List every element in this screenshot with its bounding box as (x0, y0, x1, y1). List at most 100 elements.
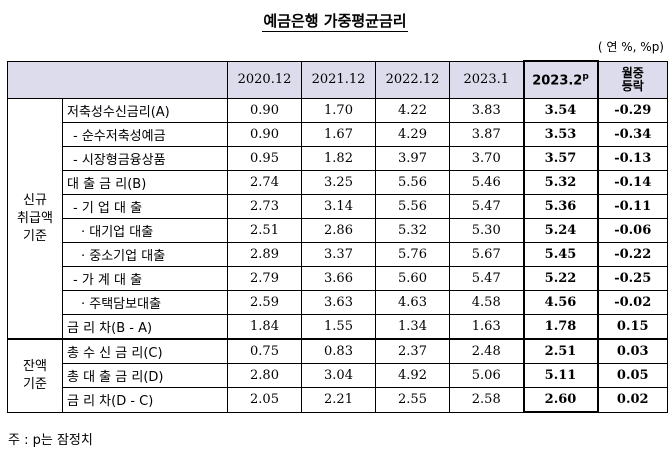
row-label: 저축성수신금리(A) (62, 98, 228, 123)
change-cell: -0.34 (597, 122, 668, 147)
current-value-cell: 2.51 (522, 338, 599, 364)
interest-rate-table: 2020.12 2021.12 2022.12 2023.1 2023.2p 월… (7, 60, 668, 413)
current-value-cell: 5.32 (522, 170, 599, 195)
value-cell: 1.55 (301, 314, 376, 340)
value-cell: 2.58 (449, 387, 524, 413)
col-header: 2022.12 (375, 60, 450, 99)
current-value-cell: 5.45 (522, 242, 599, 267)
value-cell: 3.37 (301, 242, 376, 267)
value-cell: 2.37 (375, 338, 450, 364)
col-header: 2021.12 (301, 60, 376, 99)
value-cell: 5.60 (375, 266, 450, 291)
current-value-cell: 5.22 (522, 266, 599, 291)
footnote: 주 : p는 잠정치 (8, 433, 93, 448)
value-cell: 4.22 (375, 98, 450, 123)
table-row: 대 출 금 리(B) 2.74 3.25 5.56 5.46 5.32 -0.14 (8, 170, 668, 195)
value-cell: 5.46 (449, 170, 524, 195)
value-cell: 5.47 (449, 194, 524, 219)
row-label: - 순수저축성예금 (62, 122, 228, 147)
value-cell: 2.05 (227, 387, 302, 413)
value-cell: 2.51 (227, 218, 302, 243)
value-cell: 0.90 (227, 98, 302, 123)
col-header: 2023.1 (449, 60, 524, 99)
value-cell: 5.56 (375, 170, 450, 195)
group-label-new: 신규 취급액 기준 (7, 98, 63, 340)
value-cell: 5.30 (449, 218, 524, 243)
value-cell: 2.48 (449, 338, 524, 364)
value-cell: 5.32 (375, 218, 450, 243)
table-row: · 대기업 대출 2.51 2.86 5.32 5.30 5.24 -0.06 (8, 218, 668, 243)
value-cell: 3.97 (375, 146, 450, 171)
value-cell: 2.59 (227, 290, 302, 315)
value-cell: 1.70 (301, 98, 376, 123)
row-label: - 기 업 대 출 (62, 194, 228, 219)
value-cell: 3.14 (301, 194, 376, 219)
value-cell: 2.86 (301, 218, 376, 243)
value-cell: 0.83 (301, 338, 376, 364)
current-value-cell: 1.78 (522, 314, 599, 340)
current-value-cell: 5.36 (522, 194, 599, 219)
value-cell: 0.75 (227, 338, 302, 364)
change-cell: -0.14 (597, 170, 668, 195)
value-cell: 1.67 (301, 122, 376, 147)
table-row: · 중소기업 대출 2.89 3.37 5.76 5.67 5.45 -0.22 (8, 242, 668, 267)
current-value-cell: 2.60 (522, 387, 599, 413)
change-cell: -0.11 (597, 194, 668, 219)
change-cell: -0.13 (597, 146, 668, 171)
value-cell: 1.34 (375, 314, 450, 340)
value-cell: 5.56 (375, 194, 450, 219)
row-label: 금 리 차(B - A) (62, 314, 228, 340)
value-cell: 2.80 (227, 363, 302, 388)
value-cell: 5.67 (449, 242, 524, 267)
table-row: · 주택담보대출 2.59 3.63 4.63 4.58 4.56 -0.02 (8, 290, 668, 315)
value-cell: 4.92 (375, 363, 450, 388)
value-cell: 5.06 (449, 363, 524, 388)
row-label: 총 수 신 금 리(C) (62, 338, 228, 364)
value-cell: 2.73 (227, 194, 302, 219)
value-cell: 1.84 (227, 314, 302, 340)
unit-label: ( 연 %, %p) (597, 40, 664, 54)
group-label-balance: 잔액 기준 (7, 338, 63, 413)
table-row: 금 리 차(D - C) 2.05 2.21 2.55 2.58 2.60 0.02 (8, 387, 668, 413)
change-cell: -0.22 (597, 242, 668, 267)
current-value-cell: 4.56 (522, 290, 599, 315)
value-cell: 3.70 (449, 146, 524, 171)
change-cell: 0.02 (597, 387, 668, 413)
table-row: 금 리 차(B - A) 1.84 1.55 1.34 1.63 1.78 0.15 (8, 314, 668, 340)
row-label: 총 대 출 금 리(D) (62, 363, 228, 388)
col-header: 2020.12 (227, 60, 302, 99)
value-cell: 0.95 (227, 146, 302, 171)
change-cell: -0.06 (597, 218, 668, 243)
current-value-cell: 5.11 (522, 363, 599, 388)
value-cell: 0.90 (227, 122, 302, 147)
value-cell: 3.66 (301, 266, 376, 291)
value-cell: 3.83 (449, 98, 524, 123)
change-cell: -0.25 (597, 266, 668, 291)
row-label: 대 출 금 리(B) (62, 170, 228, 195)
row-label: - 가 계 대 출 (62, 266, 228, 291)
value-cell: 1.63 (449, 314, 524, 340)
row-label: · 주택담보대출 (62, 290, 228, 315)
current-value-cell: 5.24 (522, 218, 599, 243)
value-cell: 1.82 (301, 146, 376, 171)
table-row: - 기 업 대 출 2.73 3.14 5.56 5.47 5.36 -0.11 (8, 194, 668, 219)
change-cell: -0.29 (597, 98, 668, 123)
value-cell: 5.47 (449, 266, 524, 291)
value-cell: 3.25 (301, 170, 376, 195)
value-cell: 2.79 (227, 266, 302, 291)
page-title: 예금은행 가중평균금리 (262, 12, 408, 32)
row-label: · 중소기업 대출 (62, 242, 228, 267)
change-cell: 0.03 (597, 338, 668, 364)
header-row: 2020.12 2021.12 2022.12 2023.1 2023.2p 월… (7, 60, 668, 99)
row-label: - 시장형금융상품 (62, 146, 228, 171)
row-label: · 대기업 대출 (62, 218, 228, 243)
table-row: - 순수저축성예금 0.90 1.67 4.29 3.87 3.53 -0.34 (8, 122, 668, 147)
col-header-current: 2023.2p (522, 60, 599, 99)
change-cell: 0.05 (597, 363, 668, 388)
table-row: - 시장형금융상품 0.95 1.82 3.97 3.70 3.57 -0.13 (8, 146, 668, 171)
current-value-cell: 3.53 (522, 122, 599, 147)
row-label: 금 리 차(D - C) (62, 387, 228, 413)
col-header-change: 월중 등락 (597, 60, 668, 99)
table-row: - 가 계 대 출 2.79 3.66 5.60 5.47 5.22 -0.25 (8, 266, 668, 291)
table-row: 총 대 출 금 리(D) 2.80 3.04 4.92 5.06 5.11 0.05 (8, 363, 668, 388)
